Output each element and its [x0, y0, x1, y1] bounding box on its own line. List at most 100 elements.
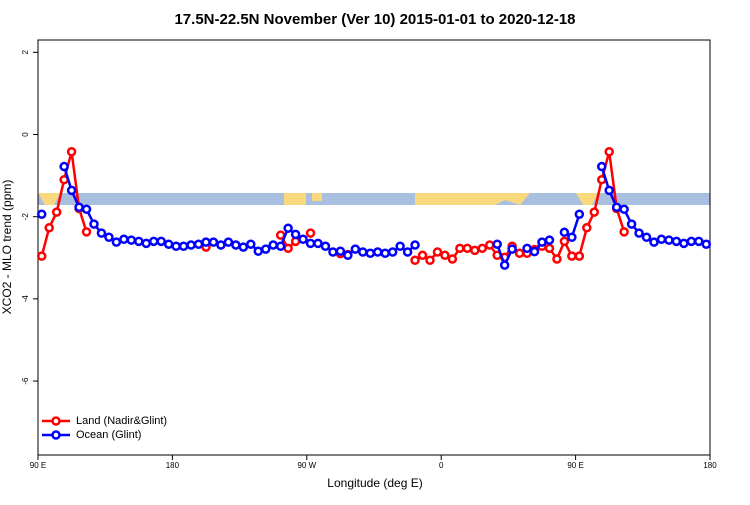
data-point	[582, 223, 592, 233]
data-point	[268, 240, 278, 250]
data-point	[126, 235, 137, 245]
legend-label: Ocean (Glint)	[76, 429, 141, 441]
data-point	[119, 234, 129, 245]
data-point	[402, 247, 413, 257]
land-segment	[284, 193, 306, 205]
data-point	[305, 228, 316, 238]
data-point	[372, 247, 383, 257]
data-point	[343, 250, 353, 261]
data-point	[626, 219, 637, 229]
data-point	[462, 243, 473, 254]
data-point	[216, 240, 226, 250]
data-point	[223, 237, 234, 247]
legend-marker	[51, 416, 61, 426]
data-point	[664, 235, 674, 245]
data-point	[649, 237, 659, 247]
data-point	[208, 237, 219, 247]
data-point	[51, 207, 62, 217]
data-point	[567, 232, 577, 242]
data-point	[574, 251, 585, 261]
data-point	[410, 255, 420, 265]
x-tick-label: 180	[703, 461, 717, 470]
data-point	[492, 239, 502, 249]
data-point	[604, 185, 614, 196]
y-axis-label: XCO2 - MLO trend (ppm)	[0, 180, 14, 315]
data-point	[44, 223, 54, 233]
data-point	[380, 248, 390, 259]
x-axis-label: Longitude (deg E)	[327, 476, 422, 490]
data-point	[596, 161, 607, 172]
data-point	[81, 204, 92, 215]
land-segment	[576, 193, 598, 205]
data-point	[163, 239, 174, 249]
data-point	[679, 238, 689, 249]
data-point	[425, 255, 435, 265]
data-point	[358, 247, 368, 257]
data-point	[641, 232, 652, 242]
data-point	[656, 234, 667, 245]
data-point	[507, 244, 517, 254]
data-point	[350, 244, 361, 254]
legend-marker	[51, 430, 61, 440]
data-point	[611, 202, 622, 212]
data-point	[36, 251, 47, 261]
data-point	[283, 223, 293, 233]
data-point	[589, 207, 600, 217]
ocean-band	[38, 193, 710, 205]
chart-title: 17.5N-22.5N November (Ver 10) 2015-01-01…	[174, 11, 575, 28]
data-point	[544, 235, 555, 245]
data-point	[283, 243, 293, 254]
data-point	[701, 239, 712, 249]
data-point	[559, 236, 570, 247]
data-point	[671, 236, 682, 247]
data-point	[387, 247, 398, 257]
data-point	[186, 240, 196, 250]
data-point	[470, 245, 480, 256]
data-point	[619, 227, 629, 237]
data-point	[537, 237, 547, 247]
data-point	[171, 241, 181, 252]
data-point	[320, 241, 331, 252]
data-point	[104, 232, 114, 242]
y-tick-label: 0	[21, 132, 30, 137]
data-point	[148, 236, 159, 247]
data-point	[231, 240, 241, 250]
data-point	[395, 241, 405, 252]
data-point	[365, 248, 376, 259]
data-point	[447, 254, 458, 264]
y-tick-label: -6	[21, 377, 30, 385]
data-point	[417, 250, 428, 261]
data-point	[96, 228, 107, 238]
y-tick-label: -4	[21, 295, 30, 303]
x-tick-label: 90 E	[567, 461, 583, 470]
y-tick-label: -2	[21, 213, 30, 221]
data-point	[134, 236, 144, 247]
data-point	[499, 260, 510, 270]
data-point	[686, 236, 697, 247]
data-point	[619, 204, 629, 215]
plot-frame	[37, 39, 711, 456]
data-point	[260, 244, 271, 254]
data-point	[246, 239, 256, 249]
data-point	[410, 240, 420, 250]
data-point	[66, 147, 77, 157]
data-point	[305, 238, 316, 249]
legend-label: Land (Nadir&Glint)	[76, 415, 167, 427]
data-point	[313, 238, 323, 249]
data-point	[567, 251, 577, 261]
land-segment	[415, 193, 530, 205]
data-point	[178, 241, 189, 252]
data-point	[514, 248, 525, 259]
data-point	[111, 237, 122, 247]
y-tick-label: 2	[21, 50, 30, 55]
data-point	[432, 247, 443, 257]
data-point	[89, 219, 99, 229]
data-point	[238, 242, 249, 252]
data-point	[574, 209, 585, 219]
x-tick-label: 0	[439, 461, 444, 470]
data-point	[141, 238, 152, 249]
data-point	[193, 239, 204, 249]
data-point	[156, 236, 166, 247]
data-point	[328, 247, 338, 257]
